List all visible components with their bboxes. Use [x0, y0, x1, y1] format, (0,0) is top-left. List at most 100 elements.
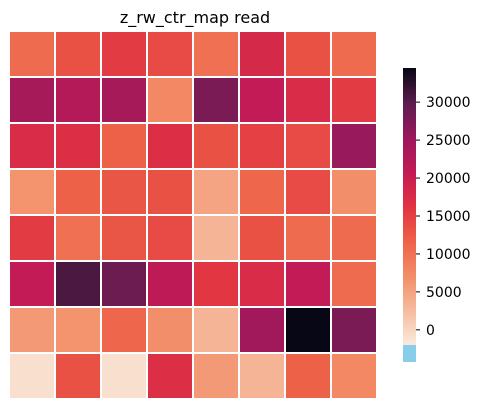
- colorbar-segment: [403, 190, 416, 194]
- colorbar-segment: [403, 267, 416, 270]
- heatmap-cell: [330, 306, 378, 354]
- heatmap-cell: [238, 352, 286, 400]
- heatmap-cell: [238, 30, 286, 78]
- colorbar-segment: [403, 118, 416, 121]
- heatmap-cell: [284, 306, 332, 354]
- colorbar-segment: [403, 87, 416, 90]
- heatmap-cell: [238, 76, 286, 124]
- heatmap-cell: [54, 122, 102, 170]
- heatmap-cell: [8, 122, 56, 170]
- heatmap-cell: [8, 76, 56, 124]
- colorbar-segment: [403, 128, 416, 131]
- colorbar-segment: [403, 93, 416, 97]
- heatmap-cell: [238, 306, 286, 354]
- heatmap-cell: [192, 122, 240, 170]
- heatmap-cell: [192, 260, 240, 308]
- colorbar-segment: [403, 180, 416, 183]
- colorbar-segment: [403, 204, 416, 208]
- colorbar-segment: [403, 68, 416, 71]
- colorbar-segment: [403, 168, 416, 171]
- heatmap-cell: [284, 214, 332, 262]
- colorbar-segment: [403, 119, 416, 123]
- heatmap-cells: [8, 30, 378, 400]
- colorbar-segment: [403, 106, 416, 109]
- colorbar-segment: [403, 303, 416, 306]
- colorbar-segment: [403, 324, 416, 327]
- colorbar-segment: [403, 183, 416, 187]
- colorbar-segment: [403, 151, 416, 154]
- heatmap-cell: [146, 76, 194, 124]
- colorbar-segment: [403, 327, 416, 331]
- colorbar-segment: [403, 206, 416, 209]
- heatmap-cell: [284, 352, 332, 400]
- colorbar-segment: [403, 268, 416, 272]
- heatmap-cell: [100, 168, 148, 216]
- colorbar-segment: [403, 275, 416, 279]
- colorbar-segment: [403, 249, 416, 253]
- colorbar-tick-label: 15000: [426, 209, 471, 225]
- colorbar-segment: [403, 121, 416, 124]
- colorbar-segment: [403, 230, 416, 234]
- colorbar-segment: [403, 100, 416, 104]
- colorbar-segment: [403, 246, 416, 249]
- colorbar-segment: [403, 90, 416, 93]
- colorbar-segment: [403, 138, 416, 142]
- colorbar-segment: [403, 83, 416, 86]
- colorbar-segment: [403, 299, 416, 303]
- heatmap-cell: [330, 260, 378, 308]
- heatmap-cell: [8, 30, 56, 78]
- colorbar-tick-label: 0: [426, 323, 435, 339]
- heatmap-cell: [100, 306, 148, 354]
- colorbar-segment: [403, 220, 416, 223]
- heatmap-cell: [146, 30, 194, 78]
- colorbar-segment: [403, 265, 416, 268]
- colorbar-segment: [403, 208, 416, 211]
- colorbar-segment: [403, 177, 416, 180]
- colorbar-segment: [403, 102, 416, 105]
- colorbar-segment: [403, 80, 416, 83]
- heatmap-cell: [192, 30, 240, 78]
- colorbar-segment: [403, 178, 416, 182]
- colorbar-segment: [403, 336, 416, 339]
- colorbar-under-extension: [403, 345, 416, 362]
- colorbar-segment: [403, 310, 416, 313]
- colorbar-segment: [403, 135, 416, 138]
- heatmap-cell: [54, 76, 102, 124]
- colorbar-segment: [403, 92, 416, 95]
- colorbar-segment: [403, 111, 416, 114]
- colorbar-segment: [403, 123, 416, 126]
- colorbar-segment: [403, 156, 416, 159]
- colorbar-segment: [403, 277, 416, 280]
- colorbar-segment: [403, 199, 416, 202]
- colorbar-segment: [403, 107, 416, 111]
- heatmap-cell: [330, 30, 378, 78]
- colorbar-segment: [403, 284, 416, 287]
- heatmap-cell: [8, 352, 56, 400]
- colorbar-segment: [403, 274, 416, 277]
- colorbar-segment: [403, 339, 416, 343]
- heatmap-cell: [100, 214, 148, 262]
- colorbar-tick-label: 5000: [426, 285, 462, 301]
- colorbar-segment: [403, 319, 416, 322]
- colorbar-segment: [403, 329, 416, 332]
- heatmap-cell: [330, 214, 378, 262]
- colorbar-segment: [403, 189, 416, 192]
- colorbar-segment: [403, 334, 416, 337]
- colorbar-segment: [403, 341, 416, 344]
- heatmap-cell: [192, 214, 240, 262]
- colorbar-segment: [403, 95, 416, 99]
- colorbar-segment: [403, 232, 416, 235]
- heatmap-cell: [330, 122, 378, 170]
- colorbar-segment: [403, 149, 416, 152]
- colorbar-segment: [403, 218, 416, 221]
- colorbar-segment: [403, 332, 416, 336]
- colorbar-segment: [403, 254, 416, 258]
- colorbar-segment: [403, 99, 416, 102]
- colorbar-segment: [403, 306, 416, 310]
- colorbar-segment: [403, 133, 416, 137]
- chart-title: z_rw_ctr_map read: [120, 8, 270, 28]
- colorbar-tick-label: 10000: [426, 247, 471, 263]
- heatmap-cell: [330, 168, 378, 216]
